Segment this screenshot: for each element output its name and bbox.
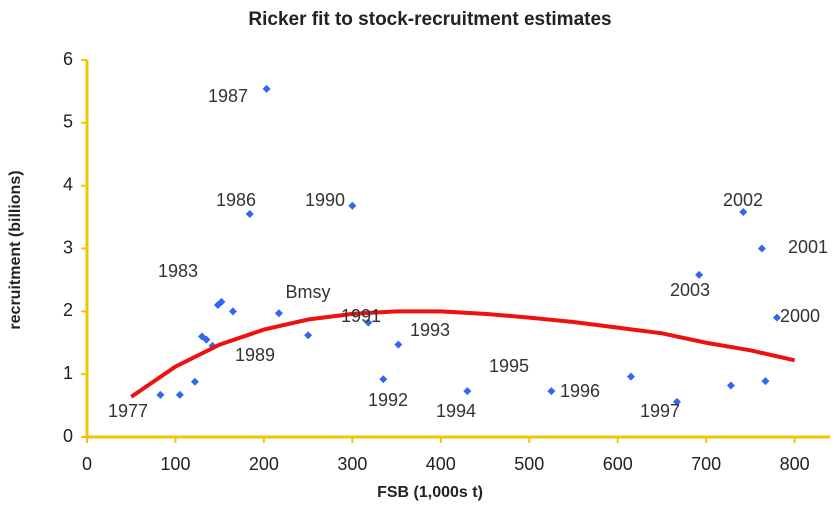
point bbox=[757, 244, 766, 253]
point bbox=[304, 331, 313, 340]
annotation: 1987 bbox=[208, 86, 248, 106]
point bbox=[394, 340, 403, 349]
point bbox=[463, 387, 472, 396]
point bbox=[364, 318, 373, 327]
x-tick-label: 0 bbox=[82, 454, 92, 474]
fit-curve bbox=[130, 309, 796, 399]
x-tick-label: 100 bbox=[160, 454, 190, 474]
y-tick-label: 1 bbox=[63, 363, 73, 383]
point bbox=[228, 307, 237, 316]
annotation: 1977 bbox=[108, 401, 148, 421]
x-tick-label: 300 bbox=[337, 454, 367, 474]
x-tick-label: 800 bbox=[780, 454, 810, 474]
point bbox=[156, 390, 165, 399]
point bbox=[262, 84, 271, 93]
annotation: 1996 bbox=[560, 381, 600, 401]
annotation: 2000 bbox=[780, 306, 820, 326]
annotation: 1983 bbox=[158, 261, 198, 281]
point bbox=[547, 387, 556, 396]
chart-title: Ricker fit to stock-recruitment estimate… bbox=[248, 9, 611, 30]
point bbox=[772, 313, 781, 322]
point bbox=[202, 335, 211, 344]
y-tick-label: 5 bbox=[63, 112, 73, 132]
y-tick-label: 6 bbox=[63, 49, 73, 69]
point bbox=[348, 201, 357, 210]
annotation: 1991 bbox=[341, 306, 381, 326]
point bbox=[190, 377, 199, 386]
point bbox=[175, 390, 184, 399]
annotation: 1993 bbox=[410, 320, 450, 340]
point bbox=[245, 209, 254, 218]
y-tick-label: 2 bbox=[63, 300, 73, 320]
annotation: 1989 bbox=[235, 345, 275, 365]
annotation: 1986 bbox=[216, 190, 256, 210]
x-tick-label: 700 bbox=[691, 454, 721, 474]
point bbox=[761, 377, 770, 386]
point bbox=[217, 297, 226, 306]
point bbox=[672, 397, 681, 406]
point bbox=[274, 309, 283, 318]
annotation: 1994 bbox=[436, 401, 476, 421]
annotation: 1997 bbox=[640, 401, 680, 421]
point bbox=[726, 381, 735, 390]
y-axis-title: recruitment (billions) bbox=[7, 170, 24, 329]
x-tick-label: 400 bbox=[426, 454, 456, 474]
x-axis-title: FSB (1,000s t) bbox=[377, 484, 483, 501]
annotation: 1990 bbox=[305, 190, 345, 210]
x-tick-label: 500 bbox=[514, 454, 544, 474]
point bbox=[626, 372, 635, 381]
annotation: 2002 bbox=[723, 190, 763, 210]
point bbox=[379, 375, 388, 384]
point bbox=[739, 208, 748, 217]
annotation: Bmsy bbox=[286, 282, 331, 302]
x-tick-label: 200 bbox=[249, 454, 279, 474]
y-tick-label: 3 bbox=[63, 237, 73, 257]
annotation: 1992 bbox=[368, 390, 408, 410]
x-tick-label: 600 bbox=[603, 454, 633, 474]
point bbox=[695, 270, 704, 279]
annotation: 1995 bbox=[489, 356, 529, 376]
annotation: 2003 bbox=[670, 280, 710, 300]
y-tick-label: 0 bbox=[63, 426, 73, 446]
y-tick-label: 4 bbox=[63, 174, 73, 194]
annotation: 2001 bbox=[788, 237, 828, 257]
